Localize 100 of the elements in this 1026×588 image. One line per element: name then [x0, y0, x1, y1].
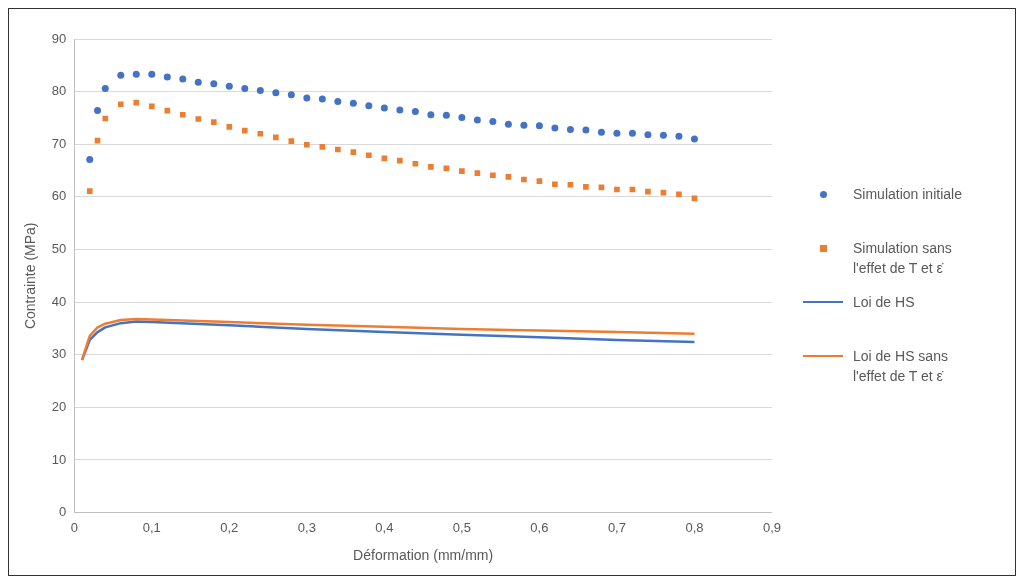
point	[428, 164, 434, 170]
y-tick-label: 90	[51, 30, 67, 46]
point	[521, 176, 527, 183]
y-tick-label: 50	[51, 241, 67, 257]
point	[489, 118, 497, 126]
point	[288, 138, 295, 144]
point	[102, 115, 109, 122]
point	[505, 174, 512, 180]
point	[365, 102, 373, 110]
point	[210, 119, 217, 125]
x-tick-label: 0,7	[607, 519, 626, 535]
point	[614, 186, 620, 193]
point	[504, 120, 512, 128]
point	[613, 129, 621, 137]
point	[427, 111, 435, 119]
point	[659, 131, 667, 139]
y-axis-title: Contrainte (MPa)	[22, 222, 39, 330]
point	[241, 84, 249, 92]
point	[397, 157, 403, 164]
legend-label: Simulation sans l'effet de T et ε̇	[853, 239, 953, 278]
point	[133, 99, 140, 106]
point	[272, 89, 280, 97]
x-tick-label: 0,6	[530, 519, 549, 535]
point	[459, 168, 465, 174]
point	[552, 181, 558, 188]
point	[366, 152, 372, 159]
point	[163, 73, 171, 81]
point	[318, 95, 326, 103]
point	[597, 128, 605, 136]
y-tick-label: 0	[59, 504, 67, 520]
point	[676, 191, 682, 198]
point	[690, 135, 698, 143]
y-tick-label: 20	[51, 398, 67, 414]
point	[645, 188, 651, 195]
x-tick-label: 0,1	[142, 519, 161, 535]
x-tick-label: 0,5	[452, 519, 471, 535]
legend-label: Loi de HS sans l'effet de T et ε̇	[853, 347, 949, 386]
point	[303, 94, 311, 102]
point	[582, 126, 590, 134]
point	[101, 84, 109, 92]
point	[148, 103, 155, 110]
point	[411, 108, 419, 116]
point	[319, 144, 326, 150]
point	[164, 107, 171, 114]
point	[349, 99, 357, 107]
x-tick-label: 0,9	[762, 519, 781, 535]
point	[551, 124, 559, 132]
point	[583, 184, 589, 190]
y-tick-label: 40	[51, 293, 67, 309]
x-tick-label: 0,3	[297, 519, 316, 535]
point	[225, 82, 233, 90]
point	[473, 116, 481, 124]
point	[675, 132, 683, 140]
point	[644, 131, 652, 139]
point	[94, 107, 102, 115]
point	[179, 75, 187, 83]
point	[380, 104, 388, 112]
x-tick-label: 0	[70, 519, 78, 535]
point	[304, 141, 310, 148]
point	[179, 111, 186, 118]
point	[350, 149, 357, 155]
point	[334, 98, 342, 106]
point	[520, 121, 528, 129]
x-tick-label: 0,2	[220, 519, 239, 535]
point	[226, 124, 233, 130]
point	[442, 111, 450, 119]
x-tick-label: 0,4	[375, 519, 394, 535]
point	[396, 106, 404, 114]
point	[195, 116, 202, 122]
point	[210, 80, 218, 88]
point	[256, 87, 264, 95]
point	[257, 130, 264, 137]
point	[117, 71, 125, 79]
point	[86, 188, 93, 194]
y-tick-label: 70	[51, 135, 67, 151]
point	[287, 91, 295, 99]
y-tick-label: 60	[51, 188, 67, 204]
legend-label: Loi de HS	[853, 293, 916, 312]
legend-label: Simulation initiale	[853, 185, 963, 204]
point	[194, 78, 202, 86]
point	[86, 156, 94, 164]
point	[272, 134, 279, 141]
y-tick-label: 10	[51, 451, 67, 467]
point	[474, 170, 481, 177]
point	[536, 178, 543, 184]
point	[148, 70, 156, 78]
point	[412, 160, 419, 167]
point	[535, 122, 543, 130]
x-axis-title: Déformation (mm/mm)	[353, 547, 494, 564]
point	[335, 146, 341, 153]
point	[628, 129, 636, 137]
x-tick-label: 0,8	[685, 519, 704, 535]
point	[132, 70, 140, 78]
point	[241, 127, 248, 134]
point	[567, 181, 574, 188]
point	[458, 113, 466, 121]
y-tick-label: 30	[51, 346, 67, 362]
point	[566, 126, 574, 134]
point	[117, 101, 124, 108]
point	[490, 172, 496, 179]
